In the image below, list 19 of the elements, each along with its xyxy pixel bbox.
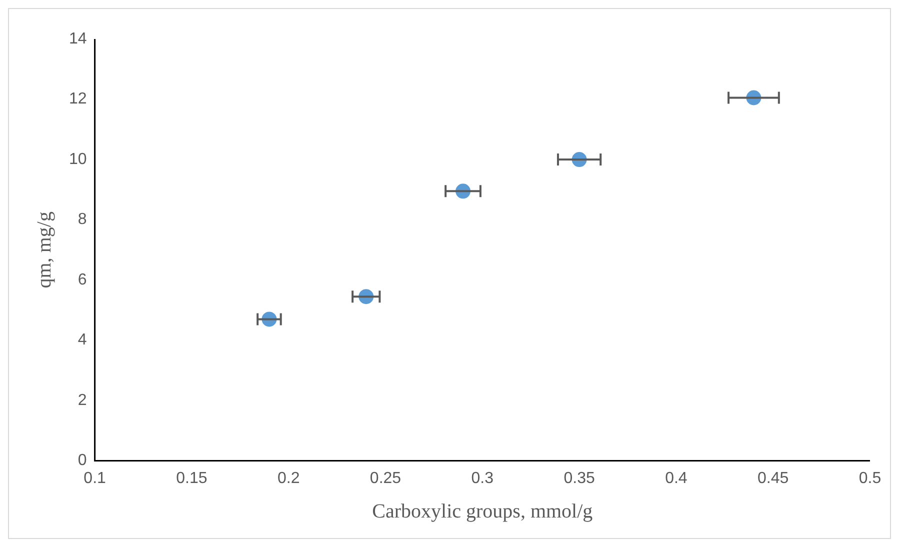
y-tick-label: 10 xyxy=(69,150,87,168)
x-tick-label: 0.35 xyxy=(564,470,595,487)
x-tick-label: 0.45 xyxy=(758,470,789,487)
y-tick-label: 4 xyxy=(78,332,87,349)
x-tick-label: 0.5 xyxy=(858,470,882,487)
y-tick-label: 6 xyxy=(78,271,87,288)
x-axis-title: Carboxylic groups, mmol/g xyxy=(372,500,593,522)
y-tick-label: 0 xyxy=(78,452,87,470)
y-tick-label: 12 xyxy=(69,90,87,108)
y-tick-label: 14 xyxy=(69,30,87,48)
x-tick-label: 0.25 xyxy=(370,470,402,487)
x-tick-label: 0.4 xyxy=(665,470,688,487)
y-tick-label: 2 xyxy=(78,392,87,409)
x-tick-label: 0.1 xyxy=(84,470,106,487)
x-tick-label: 0.3 xyxy=(471,470,494,487)
y-tick-label: 8 xyxy=(78,211,87,228)
x-tick-label: 0.2 xyxy=(277,470,300,487)
x-tick-label: 0.15 xyxy=(176,470,208,487)
y-axis-title: qm, mg/g xyxy=(33,212,56,288)
